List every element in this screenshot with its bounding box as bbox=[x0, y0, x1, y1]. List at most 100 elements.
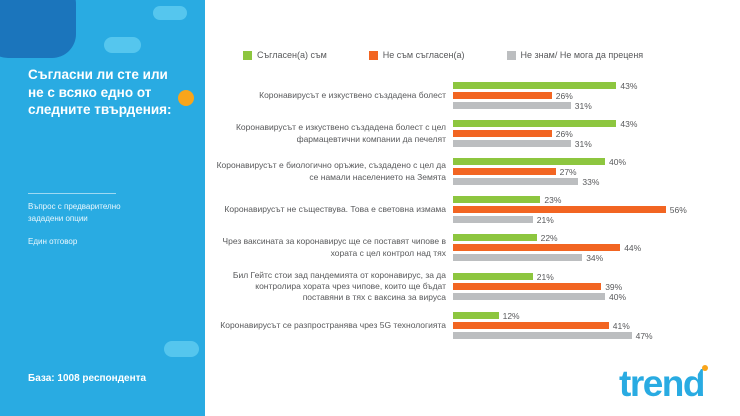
question-type-note: Въпрос с предварително зададени опции bbox=[28, 202, 121, 223]
bar-group: 40% 27% 33% bbox=[453, 156, 740, 187]
statement-label: Бил Гейтс стои зад пандемията от коронав… bbox=[232, 270, 446, 303]
bar bbox=[453, 312, 499, 320]
bar bbox=[453, 234, 537, 241]
bar-line: 22% bbox=[453, 232, 740, 243]
bar-line: 47% bbox=[453, 330, 740, 341]
value-label: 22% bbox=[540, 232, 558, 243]
bar bbox=[453, 332, 632, 340]
decor-orange-dot bbox=[178, 90, 194, 106]
legend-label: Съгласен(а) съм bbox=[257, 50, 327, 60]
value-label: 40% bbox=[609, 156, 627, 167]
value-label: 39% bbox=[605, 281, 623, 292]
bar-line: 40% bbox=[453, 291, 740, 302]
bar-line: 23% bbox=[453, 194, 740, 205]
decor-rounded-square bbox=[0, 0, 76, 58]
statement-label: Коронавирусът не съществува. Това е свет… bbox=[224, 203, 446, 214]
sample-base: База: 1008 респондента bbox=[28, 373, 147, 384]
chart-row: Коронавирусът е изкуствено създадена бол… bbox=[215, 118, 740, 149]
trend-logo-text: trend bbox=[619, 363, 706, 404]
value-label: 44% bbox=[624, 242, 642, 253]
legend-label: Не знам/ Не мога да преценя bbox=[520, 50, 644, 60]
value-label: 31% bbox=[574, 100, 592, 111]
bar-line: 33% bbox=[453, 176, 740, 187]
statement-label: Коронавирусът е биологично оръжие, създа… bbox=[216, 160, 446, 182]
value-label: 41% bbox=[612, 320, 630, 331]
value-label: 23% bbox=[544, 194, 562, 205]
legend-item: Съгласен(а) съм bbox=[243, 50, 327, 60]
value-label: 26% bbox=[555, 128, 573, 139]
divider bbox=[28, 193, 116, 194]
bar bbox=[453, 273, 533, 281]
statement-label: Коронавирусът е изкуствено създадена бол… bbox=[259, 89, 446, 100]
bar bbox=[453, 293, 605, 301]
value-label: 31% bbox=[574, 138, 592, 149]
bar bbox=[453, 244, 621, 251]
value-label: 34% bbox=[586, 252, 604, 263]
bar-line: 21% bbox=[453, 271, 740, 282]
trend-logo: trend bbox=[619, 361, 708, 404]
question-title: Съгласни ли сте или не с всяко едно от с… bbox=[28, 67, 172, 118]
value-label: 43% bbox=[620, 80, 638, 91]
bar bbox=[453, 102, 571, 109]
legend: Съгласен(а) съм Не съм съгласен(а) Не знам… bbox=[243, 50, 740, 60]
value-label: 12% bbox=[502, 310, 520, 321]
bar-line: 40% bbox=[453, 156, 740, 167]
decor-pill-right bbox=[153, 6, 187, 20]
bar-line: 27% bbox=[453, 166, 740, 177]
value-label: 56% bbox=[669, 204, 687, 215]
bar-line: 26% bbox=[453, 128, 740, 139]
bar bbox=[453, 254, 583, 261]
bar-line: 56% bbox=[453, 204, 740, 215]
bar-group: 22% 44% 34% bbox=[453, 232, 740, 263]
legend-swatch bbox=[243, 50, 252, 60]
bar-group: 43% 26% 31% bbox=[453, 80, 740, 111]
chart-row: Коронавирусът е изкуствено създадена бол… bbox=[215, 80, 740, 111]
bar-line: 43% bbox=[453, 80, 740, 91]
legend-item: Не знам/ Не мога да преценя bbox=[506, 50, 644, 60]
chart-area: Съгласен(а) съм Не съм съгласен(а) Не знам… bbox=[205, 0, 740, 416]
bar-line: 34% bbox=[453, 252, 740, 263]
statement-label: Коронавирусът се разпространява чрез 5G … bbox=[220, 320, 446, 331]
bar-line: 41% bbox=[453, 320, 740, 331]
bar bbox=[453, 178, 579, 185]
value-label: 40% bbox=[609, 291, 627, 302]
legend-label: Не съм съгласен(а) bbox=[382, 50, 465, 60]
bar-line: 12% bbox=[453, 310, 740, 321]
chart-row: Коронавирусът е биологично оръжие, създа… bbox=[215, 156, 740, 187]
legend-swatch bbox=[506, 50, 516, 60]
bar bbox=[453, 322, 609, 330]
chart-row: Коронавирусът се разпространява чрез 5G … bbox=[215, 310, 740, 341]
bar-line: 31% bbox=[453, 100, 740, 111]
bar-chart: Коронавирусът е изкуствено създадена бол… bbox=[215, 80, 740, 341]
answer-type-note: Един отговор bbox=[28, 237, 78, 246]
statement-label: Коронавирусът е изкуствено създадена бол… bbox=[235, 122, 446, 144]
bar bbox=[453, 196, 541, 203]
value-label: 21% bbox=[536, 271, 554, 282]
bar-line: 21% bbox=[453, 215, 740, 225]
bar-line: 26% bbox=[453, 91, 740, 101]
value-label: 43% bbox=[620, 118, 638, 129]
bar-line: 44% bbox=[453, 242, 740, 253]
bar-line: 43% bbox=[453, 118, 740, 129]
bar bbox=[453, 216, 533, 223]
bar bbox=[453, 158, 605, 165]
chart-row: Чрез ваксината за коронавирус ще се пост… bbox=[215, 232, 740, 263]
bar bbox=[453, 206, 666, 213]
bar-group: 43% 26% 31% bbox=[453, 118, 740, 149]
value-label: 27% bbox=[559, 166, 577, 177]
bar bbox=[453, 82, 617, 89]
chart-row: Бил Гейтс стои зад пандемията от коронав… bbox=[215, 270, 740, 303]
sidebar: Съгласни ли сте или не с всяко едно от с… bbox=[0, 0, 205, 416]
bar bbox=[453, 130, 552, 137]
chart-row: Коронавирусът не съществува. Това е свет… bbox=[215, 194, 740, 225]
logo-dot-accent bbox=[702, 365, 708, 371]
legend-item: Не съм съгласен(а) bbox=[368, 50, 465, 60]
value-label: 47% bbox=[635, 330, 653, 341]
legend-swatch bbox=[368, 50, 378, 60]
bar-group: 21% 39% 40% bbox=[453, 271, 740, 302]
bar bbox=[453, 140, 571, 147]
value-label: 33% bbox=[582, 176, 600, 187]
decor-pill-bottom bbox=[164, 341, 199, 357]
bar bbox=[453, 120, 617, 127]
